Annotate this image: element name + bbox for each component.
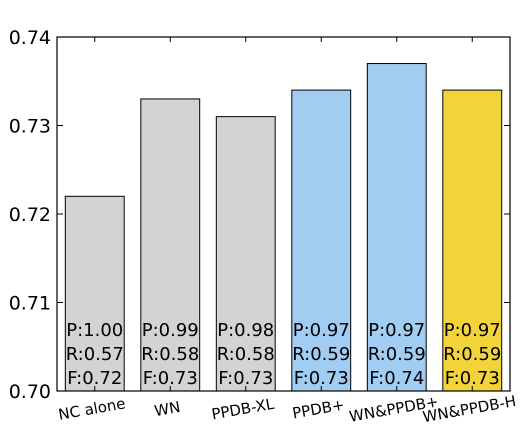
bar-annotation: F:0.73: [218, 368, 273, 389]
bar-annotation: R:0.59: [368, 344, 426, 365]
bars-group: [64, 63, 503, 392]
bar-annotation: F:0.73: [143, 368, 198, 389]
bar-annotation: R:0.59: [292, 344, 350, 365]
y-tick-label: 0.73: [9, 116, 51, 138]
y-tick-label: 0.70: [9, 381, 51, 403]
bar-annotation: P:0.98: [217, 320, 274, 341]
bar-annotation: R:0.57: [66, 344, 124, 365]
bar-annotation: P:0.97: [444, 320, 501, 341]
x-tick-label: PPDB-XL: [210, 395, 276, 424]
bar-annotation: P:0.97: [368, 320, 425, 341]
bar-annotation: R:0.58: [217, 344, 275, 365]
x-tick-label: NC alone: [57, 394, 127, 423]
annotations-group: P:1.00 R:0.57 F:0.72 P:0.99 R:0.58 F:0.73 P:0.…: [66, 320, 502, 389]
y-tick-label: 0.71: [9, 293, 51, 315]
y-axis: 0.70 0.71 0.72 0.73 0.74: [9, 27, 510, 403]
bar-wn-ppdb-h: [442, 89, 503, 392]
bar-nc-alone: [64, 195, 125, 392]
x-tick-label: PPDB+: [291, 396, 346, 423]
bar-annotation: R:0.58: [141, 344, 199, 365]
bar-annotation: F:0.73: [445, 368, 500, 389]
bar-annotation: P:0.97: [293, 320, 350, 341]
bar-wn-ppdb-: [366, 63, 427, 392]
bar-ppdb-: [291, 89, 352, 392]
bar-annotation: R:0.59: [443, 344, 501, 365]
y-tick-label: 0.74: [9, 27, 51, 49]
bar-annotation: F:0.73: [294, 368, 349, 389]
bar-wn: [140, 98, 201, 392]
bar-annotation: P:1.00: [66, 320, 123, 341]
plot-frame: [56, 36, 511, 392]
bar-annotation: P:0.99: [142, 320, 199, 341]
bar-ppdb-xl: [215, 116, 276, 392]
bar-annotation: F:0.72: [67, 368, 122, 389]
x-tick-label: WN: [153, 398, 182, 420]
y-tick-label: 0.72: [9, 204, 51, 226]
bar-annotation: F:0.74: [369, 368, 424, 389]
